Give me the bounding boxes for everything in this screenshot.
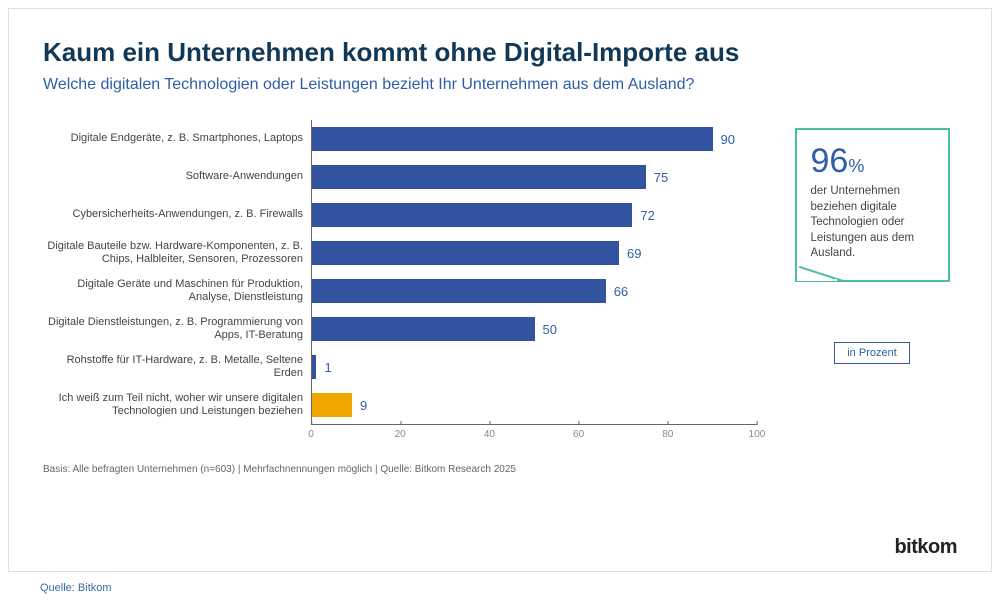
bar-label: Ich weiß zum Teil nicht, woher wir unser… xyxy=(43,392,311,418)
chart-area: Digitale Endgeräte, z. B. Smartphones, L… xyxy=(43,120,757,475)
axis-tick: 60 xyxy=(573,425,584,440)
bar-label: Cybersicherheits-Anwendungen, z. B. Fire… xyxy=(43,208,311,221)
content-row: Digitale Endgeräte, z. B. Smartphones, L… xyxy=(43,120,957,475)
bar-value: 90 xyxy=(721,132,735,147)
bar-zone: 75 xyxy=(311,158,757,196)
callout-value: 96 xyxy=(811,142,849,180)
bar-value: 9 xyxy=(360,398,367,413)
bar-row: Cybersicherheits-Anwendungen, z. B. Fire… xyxy=(43,196,757,234)
bar-zone: 50 xyxy=(311,310,757,348)
bar-row: Digitale Endgeräte, z. B. Smartphones, L… xyxy=(43,120,757,158)
bar-label: Digitale Geräte und Maschinen für Produk… xyxy=(43,278,311,304)
axis-tick: 80 xyxy=(662,425,673,440)
bar xyxy=(312,355,316,379)
page-subtitle: Welche digitalen Technologien oder Leist… xyxy=(43,76,957,94)
bar xyxy=(312,317,535,341)
bar-zone: 69 xyxy=(311,234,757,272)
axis-tick: 100 xyxy=(749,425,766,440)
legend-label: in Prozent xyxy=(834,342,910,364)
bar-value: 50 xyxy=(543,322,557,337)
bar-row: Digitale Dienstleistungen, z. B. Program… xyxy=(43,310,757,348)
bar-zone: 66 xyxy=(311,272,757,310)
bar xyxy=(312,241,619,265)
chart-rows: Digitale Endgeräte, z. B. Smartphones, L… xyxy=(43,120,757,424)
axis-tick: 40 xyxy=(484,425,495,440)
bar-value: 72 xyxy=(640,208,654,223)
bar-value: 66 xyxy=(614,284,628,299)
bar xyxy=(312,165,646,189)
bar xyxy=(312,203,632,227)
bar-zone: 9 xyxy=(311,386,757,424)
bar-row: Software-Anwendungen 75 xyxy=(43,158,757,196)
page-title: Kaum ein Unternehmen kommt ohne Digital-… xyxy=(43,37,957,68)
x-axis: 020406080100 xyxy=(43,424,757,446)
bar-value: 1 xyxy=(324,360,331,375)
bar-row: Digitale Bauteile bzw. Hardware-Komponen… xyxy=(43,234,757,272)
bar xyxy=(312,127,713,151)
bar-row: Digitale Geräte und Maschinen für Produk… xyxy=(43,272,757,310)
callout-pct: % xyxy=(848,156,864,176)
bar-label: Digitale Endgeräte, z. B. Smartphones, L… xyxy=(43,132,311,145)
callout-box: 96% der Unternehmen beziehen digitale Te… xyxy=(795,128,950,282)
bar-row: Rohstoffe für IT-Hardware, z. B. Metalle… xyxy=(43,348,757,386)
axis-tick: 20 xyxy=(395,425,406,440)
right-column: 96% der Unternehmen beziehen digitale Te… xyxy=(787,120,957,475)
bar-label: Software-Anwendungen xyxy=(43,170,311,183)
bar-zone: 90 xyxy=(311,120,757,158)
axis-tick: 0 xyxy=(308,425,314,440)
bar-value: 69 xyxy=(627,246,641,261)
bar-row: Ich weiß zum Teil nicht, woher wir unser… xyxy=(43,386,757,424)
bar-zone: 72 xyxy=(311,196,757,234)
bar-value: 75 xyxy=(654,170,668,185)
bar xyxy=(312,393,352,417)
callout-text: der Unternehmen beziehen digitale Techno… xyxy=(811,184,934,262)
bar-label: Rohstoffe für IT-Hardware, z. B. Metalle… xyxy=(43,354,311,380)
bar-zone: 1 xyxy=(311,348,757,386)
bar xyxy=(312,279,606,303)
chart-frame: Kaum ein Unternehmen kommt ohne Digital-… xyxy=(8,8,992,572)
brand-logo: bitkom xyxy=(894,536,957,559)
bar-label: Digitale Bauteile bzw. Hardware-Komponen… xyxy=(43,240,311,266)
footnote: Basis: Alle befragten Unternehmen (n=603… xyxy=(43,464,757,475)
bar-label: Digitale Dienstleistungen, z. B. Program… xyxy=(43,316,311,342)
source-label: Quelle: Bitkom xyxy=(40,582,112,594)
